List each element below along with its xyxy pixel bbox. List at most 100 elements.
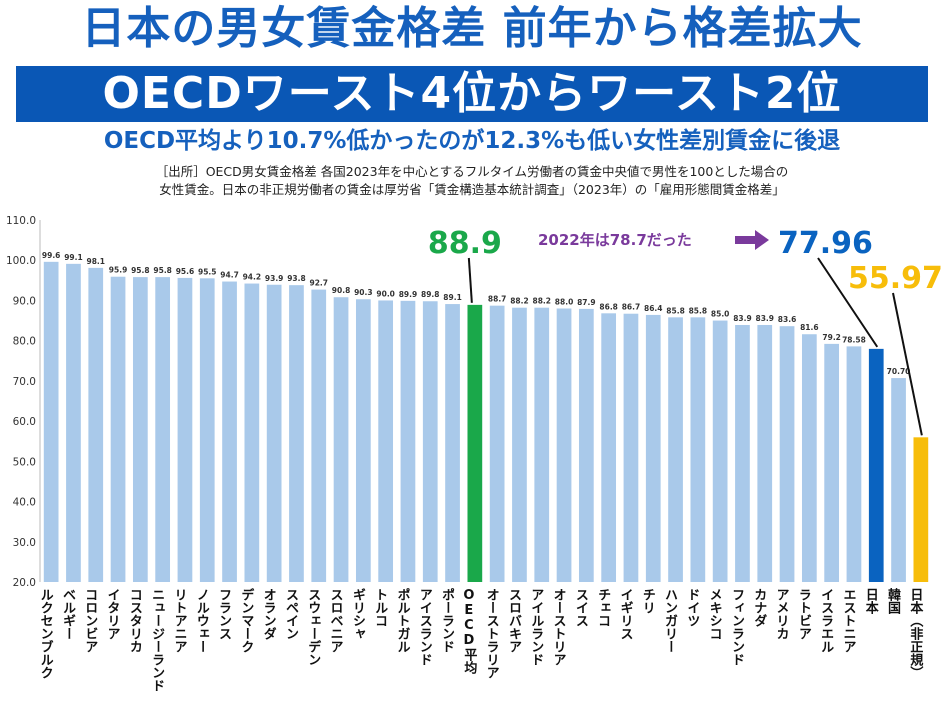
category-label: ノルウェー [194,588,210,653]
bar [668,317,683,582]
value-label: 95.9 [109,266,128,275]
value-label: 85.8 [666,306,685,315]
value-label: 86.7 [622,303,641,312]
y-tick-label: 20.0 [13,577,36,589]
category-label: 日本（非正規） [907,588,924,679]
bar [801,334,817,582]
page-title: 日本の男女賃金格差 前年から格差拡大 [81,3,863,54]
bar [199,278,215,582]
value-label: 81.6 [800,323,819,332]
category-label: リトアニア [171,588,186,653]
y-tick-label: 110.0 [6,215,36,227]
source-note-line2: 女性賃金。日本の非正規労働者の賃金は厚労省「賃金構造基本統計調査」（2023年）… [159,182,785,197]
category-label: ドイツ [684,588,700,627]
japan-pointer-line [817,257,879,348]
category-label: ポルトガル [394,587,410,653]
value-label: 93.8 [287,274,306,283]
value-label: 78.58 [842,335,866,344]
bar [66,263,81,582]
value-label: 89.9 [399,290,418,299]
bar [333,297,349,582]
category-label: ギリシャ [350,588,365,640]
bar [378,300,394,582]
value-label: 83.9 [733,314,752,323]
value-label: 90.0 [376,289,395,298]
y-tick-label: 50.0 [13,456,36,468]
nonregular-pointer-line [892,292,923,436]
category-label: エストニア [840,588,856,653]
category-label: トルコ [372,588,388,627]
category-label: アイルランド [528,588,544,666]
category-label: ハンガリー [662,588,678,653]
bar [489,305,505,582]
y-tick-label: 90.0 [13,295,36,307]
category-label: OECD平均 [461,588,477,675]
category-label: イギリス [617,588,633,640]
category-label: 日本 [863,588,879,615]
category-label: ポーランド [439,587,455,653]
category-label: イタリア [105,588,121,640]
bar [779,326,795,582]
bar [132,277,148,582]
bar [289,285,304,582]
category-label: オーストラリア [484,588,500,679]
bar [846,346,862,582]
category-label: ラトビア [796,588,811,640]
value-label: 88.2 [532,297,551,306]
bar [110,276,126,582]
bar [868,348,884,582]
bar [623,313,639,582]
bar [645,314,661,582]
category-label: フランス [216,588,231,640]
value-label: 92.7 [309,279,328,288]
value-label: 99.6 [42,251,61,260]
category-label: イスラエル [818,588,834,653]
bar [177,277,193,582]
bar [690,317,706,582]
category-label: フィンランド [729,588,744,666]
bar [445,304,460,582]
value-label: 87.9 [577,298,596,307]
category-label: 韓国 [885,587,901,615]
value-label: 89.8 [421,290,440,299]
category-label: メキシコ [707,588,722,640]
bar [400,300,416,582]
value-label: 86.8 [599,302,618,311]
category-label: スロバキア [506,588,522,653]
bar [355,299,371,582]
value-label: 95.8 [131,266,150,275]
category-label: ルクセンブルク [38,588,54,679]
category-label: スイス [573,588,589,627]
y-tick-label: 100.0 [6,255,36,267]
value-label: 79.2 [822,333,841,342]
value-label: 89.1 [443,293,462,302]
subtitle: OECD平均より10.7%低かったのが12.3%も低い女性差別賃金に後退 [103,128,841,154]
bar [244,283,260,582]
value-label: 95.8 [153,266,172,275]
bar [467,304,483,582]
bar [757,324,773,582]
category-label: ニュージーランド [149,588,165,692]
y-tick-label: 60.0 [13,416,36,428]
value-label: 95.6 [176,267,195,276]
value-label: 85.8 [689,306,708,315]
category-label: オーストリア [551,588,567,666]
source-note-line1: ［出所］OECD男女賃金格差 各国2023年を中心とするフルタイム労働者の賃金中… [155,164,789,179]
category-label: アメリカ [774,588,789,640]
value-label: 70.70 [887,367,911,376]
value-label: 85.0 [711,310,730,319]
category-label: スペイン [283,588,299,640]
value-label: 83.9 [755,314,774,323]
bar [534,307,550,582]
value-label: 98.1 [86,257,105,266]
bar [712,320,728,582]
y-tick-label: 80.0 [13,336,36,348]
bar [222,281,237,582]
oecd-value-annotation: 88.9 [428,226,502,261]
bar [311,289,327,582]
value-label: 83.6 [778,315,797,324]
bar [43,261,59,582]
bar [88,267,104,582]
japan-2022-note: 2022年は78.7だった [538,231,692,249]
value-label: 90.3 [354,288,373,297]
